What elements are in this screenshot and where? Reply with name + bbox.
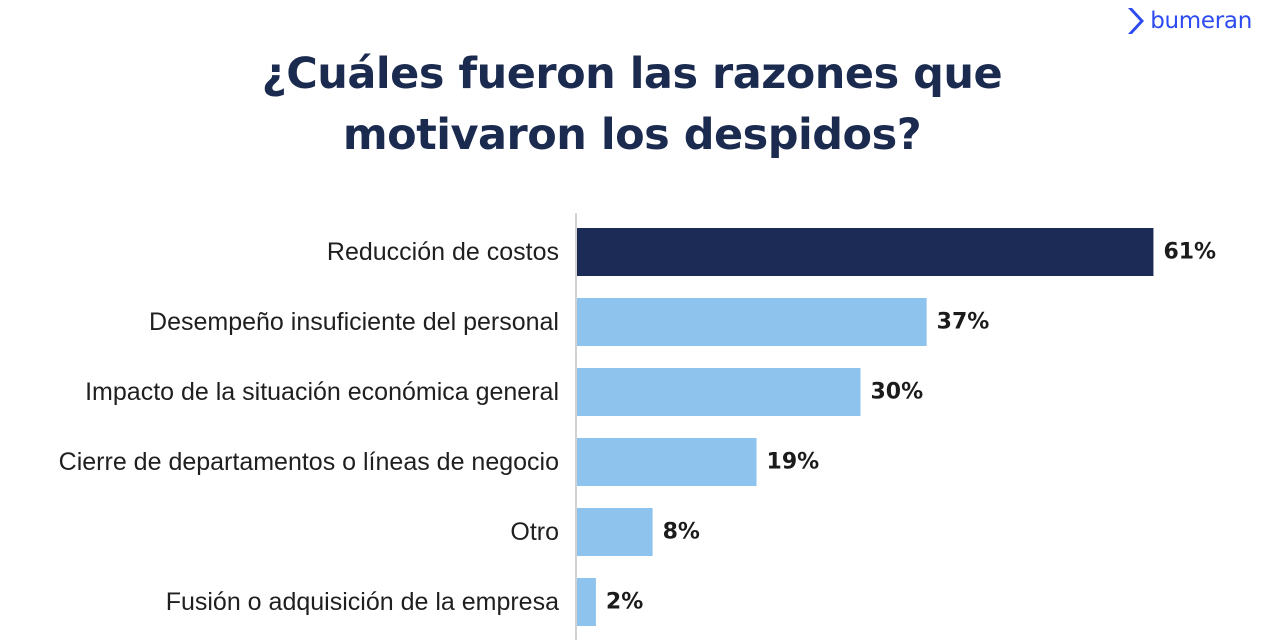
category-label-5: Otro <box>510 518 559 546</box>
value-label-3: 30% <box>871 380 924 405</box>
bar-1 <box>577 228 1154 276</box>
category-label-6: Fusión o adquisición de la empresa <box>166 588 559 616</box>
bar-6 <box>577 578 596 626</box>
brand-name: bumeran <box>1150 8 1252 34</box>
category-label-2: Desempeño insuficiente del personal <box>149 308 559 336</box>
bar-2 <box>577 298 927 346</box>
bumeran-logo: bumeran <box>1126 6 1252 36</box>
category-label-4: Cierre de departamentos o líneas de nego… <box>59 448 559 476</box>
value-label-1: 61% <box>1163 240 1216 265</box>
bars-group: Reducción de costos 61% Desempeño insufici… <box>59 228 1216 626</box>
value-label-4: 19% <box>767 450 820 475</box>
chart-title: ¿Cuáles fueron las razones que motivaron … <box>261 49 1003 160</box>
value-label-6: 2% <box>606 590 643 615</box>
bar-3 <box>577 368 861 416</box>
bar-5 <box>577 508 653 556</box>
category-label-1: Reducción de costos <box>327 238 559 266</box>
value-label-5: 8% <box>663 520 700 545</box>
bar-4 <box>577 438 757 486</box>
category-label-3: Impacto de la situación económica genera… <box>85 378 559 406</box>
value-label-2: 37% <box>937 310 990 335</box>
bumeran-chevron-icon <box>1128 8 1145 34</box>
